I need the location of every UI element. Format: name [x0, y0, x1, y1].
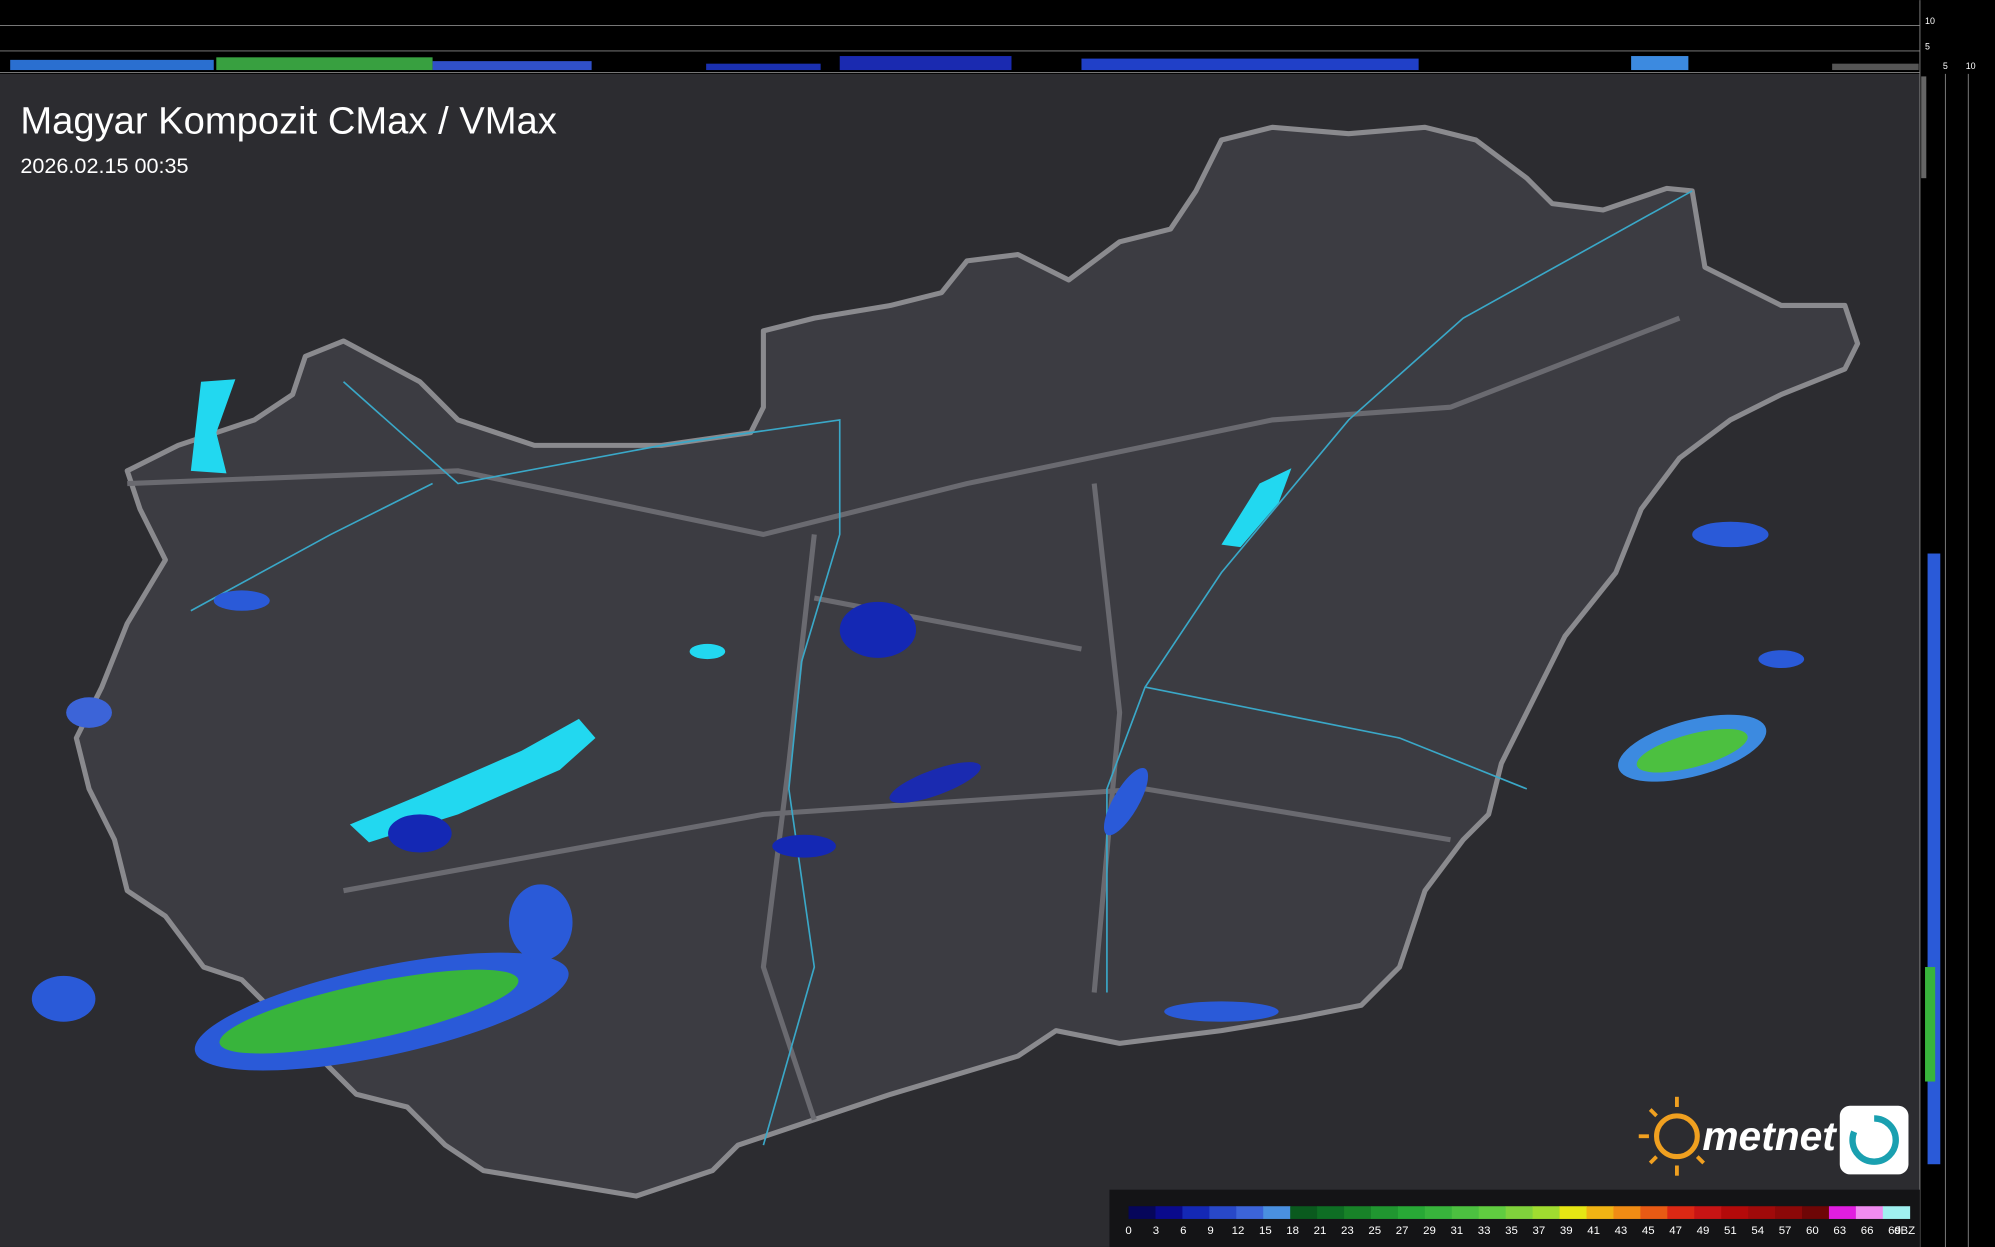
- side-profile: [1919, 0, 1969, 1247]
- legend-label: 66: [1861, 1225, 1874, 1237]
- legend-label: 31: [1450, 1225, 1463, 1237]
- legend-swatch: [1290, 1206, 1318, 1219]
- legend-swatch: [1344, 1206, 1372, 1219]
- legend-label: 49: [1697, 1225, 1710, 1237]
- legend-label: 6: [1180, 1225, 1186, 1237]
- top-profile-label: 5: [1925, 42, 1930, 52]
- legend-label: 37: [1533, 1225, 1546, 1237]
- legend-swatch: [1505, 1206, 1534, 1219]
- legend-swatch: [1236, 1206, 1264, 1219]
- legend-swatch: [1478, 1206, 1507, 1219]
- timestamp: 2026.02.15 00:35: [20, 153, 188, 178]
- title: Magyar Kompozit CMax / VMax: [20, 100, 556, 143]
- legend-label: 43: [1615, 1225, 1628, 1237]
- side-profile-label: 5: [1943, 61, 1948, 71]
- logo-text: metnet: [1702, 1113, 1837, 1159]
- legend-label: 23: [1341, 1225, 1354, 1237]
- legend-label: 60: [1806, 1225, 1819, 1237]
- legend-label: 9: [1207, 1225, 1213, 1237]
- top-profile-label: 10: [1925, 16, 1935, 26]
- logo: metnet: [1638, 1096, 1909, 1176]
- legend-swatch: [1424, 1206, 1453, 1219]
- legend-label: 57: [1779, 1225, 1792, 1237]
- legend-label: 39: [1560, 1225, 1573, 1237]
- legend-swatch: [1855, 1206, 1884, 1219]
- legend-label: 25: [1368, 1225, 1381, 1237]
- top-profile: [0, 25, 1920, 74]
- legend-label: 35: [1505, 1225, 1518, 1237]
- radar-echoes: [31, 521, 1805, 1071]
- legend-label: 29: [1423, 1225, 1436, 1237]
- legend-unit: dBZ: [1894, 1225, 1915, 1237]
- rivers: [190, 190, 1693, 1146]
- lakes: [190, 379, 1292, 843]
- legend-swatch: [1451, 1206, 1480, 1219]
- legend-swatch: [1721, 1206, 1749, 1219]
- legend-swatch: [1209, 1206, 1237, 1219]
- legend-label: 15: [1259, 1225, 1272, 1237]
- legend-swatch: [1882, 1206, 1911, 1219]
- legend-swatch: [1667, 1206, 1695, 1219]
- legend-swatch: [1263, 1206, 1291, 1219]
- legend-swatch: [1748, 1206, 1776, 1219]
- legend-label: 18: [1286, 1225, 1299, 1237]
- legend-swatch: [1155, 1206, 1183, 1219]
- legend-label: 21: [1314, 1225, 1327, 1237]
- legend-label: 33: [1478, 1225, 1491, 1237]
- legend-swatch: [1532, 1206, 1560, 1219]
- legend-label: 27: [1396, 1225, 1409, 1237]
- legend-swatch: [1640, 1206, 1668, 1219]
- legend-label: 69: [1888, 1225, 1901, 1237]
- legend-label: 54: [1751, 1225, 1764, 1237]
- legend-swatch: [1694, 1206, 1722, 1219]
- side-profile-label: 10: [1966, 61, 1976, 71]
- legend-label: 0: [1125, 1225, 1131, 1237]
- legend-swatch: [1775, 1206, 1803, 1219]
- legend-label: 47: [1669, 1225, 1682, 1237]
- legend-swatch: [1397, 1206, 1426, 1219]
- legend-swatch: [1370, 1206, 1399, 1219]
- legend-swatch: [1586, 1206, 1614, 1219]
- legend-label: 63: [1833, 1225, 1846, 1237]
- legend: 0 3 6 9 12 15 18 21 23 25 27 29 31 33 35 37 39 41 43 45 47 49…: [1125, 1206, 1915, 1237]
- legend-label: 3: [1153, 1225, 1159, 1237]
- legend-swatch: [1802, 1206, 1830, 1219]
- legend-label: 12: [1232, 1225, 1245, 1237]
- legend-swatch: [1559, 1206, 1587, 1219]
- legend-swatch: [1182, 1206, 1210, 1219]
- legend-swatch: [1613, 1206, 1641, 1219]
- legend-label: 45: [1642, 1225, 1655, 1237]
- legend-label: 41: [1587, 1225, 1600, 1237]
- legend-swatch: [1128, 1206, 1156, 1219]
- legend-swatch: [1317, 1206, 1345, 1219]
- legend-label: 51: [1724, 1225, 1737, 1237]
- legend-swatch: [1828, 1206, 1857, 1219]
